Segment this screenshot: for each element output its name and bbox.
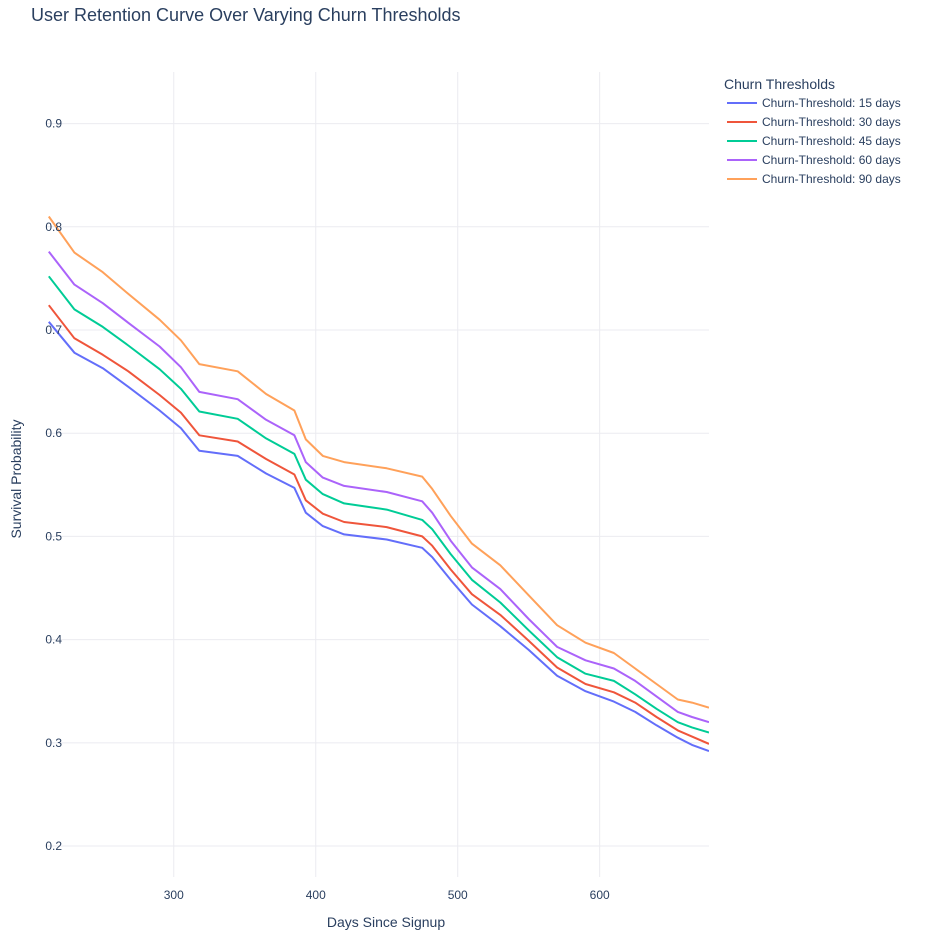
- legend-entry: Churn-Threshold: 30 days: [762, 115, 901, 129]
- y-tick-label: 0.8: [45, 220, 62, 234]
- y-tick-label: 0.5: [45, 529, 62, 543]
- legend-entry: Churn-Threshold: 15 days: [762, 96, 901, 110]
- legend: Churn Thresholds Churn-Threshold: 15 day…: [724, 76, 901, 186]
- series-lines: [47, 215, 709, 753]
- x-tick-label: 600: [590, 888, 610, 902]
- y-tick-label: 0.9: [45, 117, 62, 131]
- legend-entry: Churn-Threshold: 60 days: [762, 153, 901, 167]
- series-line-2: [48, 304, 709, 745]
- chart-title: User Retention Curve Over Varying Churn …: [31, 5, 461, 25]
- x-axis-title: Days Since Signup: [327, 914, 446, 930]
- y-tick-label: 0.4: [45, 633, 62, 647]
- x-tick-label: 400: [306, 888, 326, 902]
- legend-entry: Churn-Threshold: 45 days: [762, 134, 901, 148]
- series-line-4: [48, 250, 709, 724]
- series-line-1: [48, 321, 709, 753]
- y-tick-label: 0.3: [45, 736, 62, 750]
- y-tick-label: 0.2: [45, 839, 62, 853]
- y-tick-label: 0.6: [45, 426, 62, 440]
- legend-entry: Churn-Threshold: 90 days: [762, 172, 901, 186]
- y-axis-ticks: 0.2 0.3 0.4 0.5 0.6 0.7 0.8 0.9: [45, 117, 62, 853]
- y-tick-label: 0.7: [45, 323, 62, 337]
- legend-title: Churn Thresholds: [724, 76, 835, 92]
- grid: [46, 72, 709, 877]
- x-tick-label: 300: [164, 888, 184, 902]
- x-tick-label: 500: [448, 888, 468, 902]
- x-axis-ticks: 300 400 500 600: [164, 888, 610, 902]
- y-axis-title: Survival Probability: [8, 419, 24, 538]
- series-line-5: [47, 215, 709, 709]
- legend-items: Churn-Threshold: 15 days Churn-Threshold:…: [727, 96, 901, 186]
- series-line-3: [48, 275, 709, 734]
